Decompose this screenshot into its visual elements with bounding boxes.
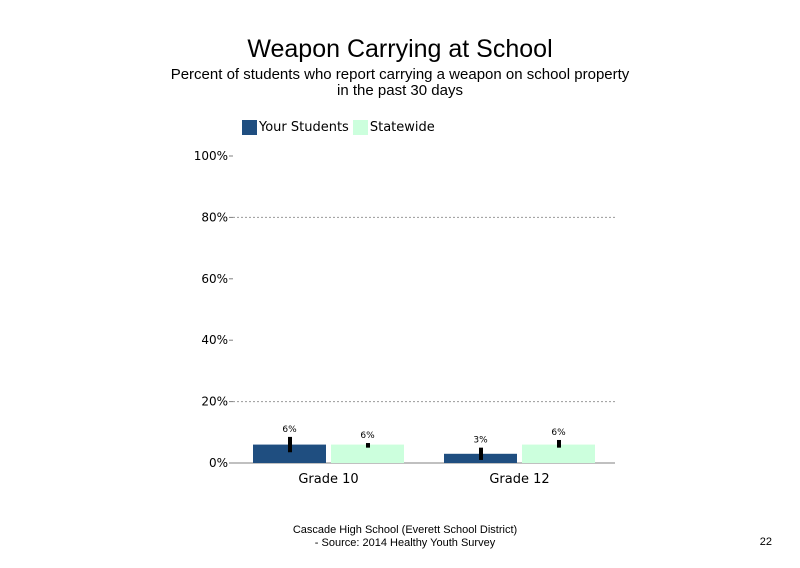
legend-label-your-students: Your Students [259,119,349,135]
footer-source: - Source: 2014 Healthy Youth Survey [314,537,496,549]
error-bar [479,447,483,460]
data-label: 3% [473,436,488,446]
chart-legend: Your Students Statewide [242,118,439,136]
legend-label-statewide: Statewide [369,119,435,135]
data-label: 6% [282,425,297,435]
legend-item-statewide: Statewide [352,119,435,135]
category-label: Grade 12 [489,472,549,487]
error-bar [366,443,370,448]
bar-statewide [522,444,595,463]
page-number: 22 [759,536,772,548]
data-label: 6% [360,431,375,441]
error-bar [557,439,561,448]
footer-school: Cascade High School (Everett School Dist… [292,524,518,536]
data-label: 6% [551,428,566,438]
y-tick-label: 40% [201,333,228,347]
category-label: Grade 10 [298,472,358,487]
legend-swatch-statewide [352,119,368,135]
legend-swatch-your-students [242,119,257,135]
chart-subtitle: Percent of students who report carrying … [170,67,630,99]
error-bar [288,436,292,453]
footer: Cascade High School (Everett School Dist… [240,524,570,550]
bar-your-students [253,444,326,463]
y-tick-label: 60% [201,272,228,286]
y-tick-label: 0% [209,456,228,470]
bar-statewide [331,444,404,463]
legend-item-your-students: Your Students [242,119,349,135]
y-tick-label: 100% [194,149,228,163]
y-tick-label: 80% [201,210,228,224]
y-tick-label: 20% [201,395,228,409]
chart-title: Weapon Carrying at School [247,35,553,63]
